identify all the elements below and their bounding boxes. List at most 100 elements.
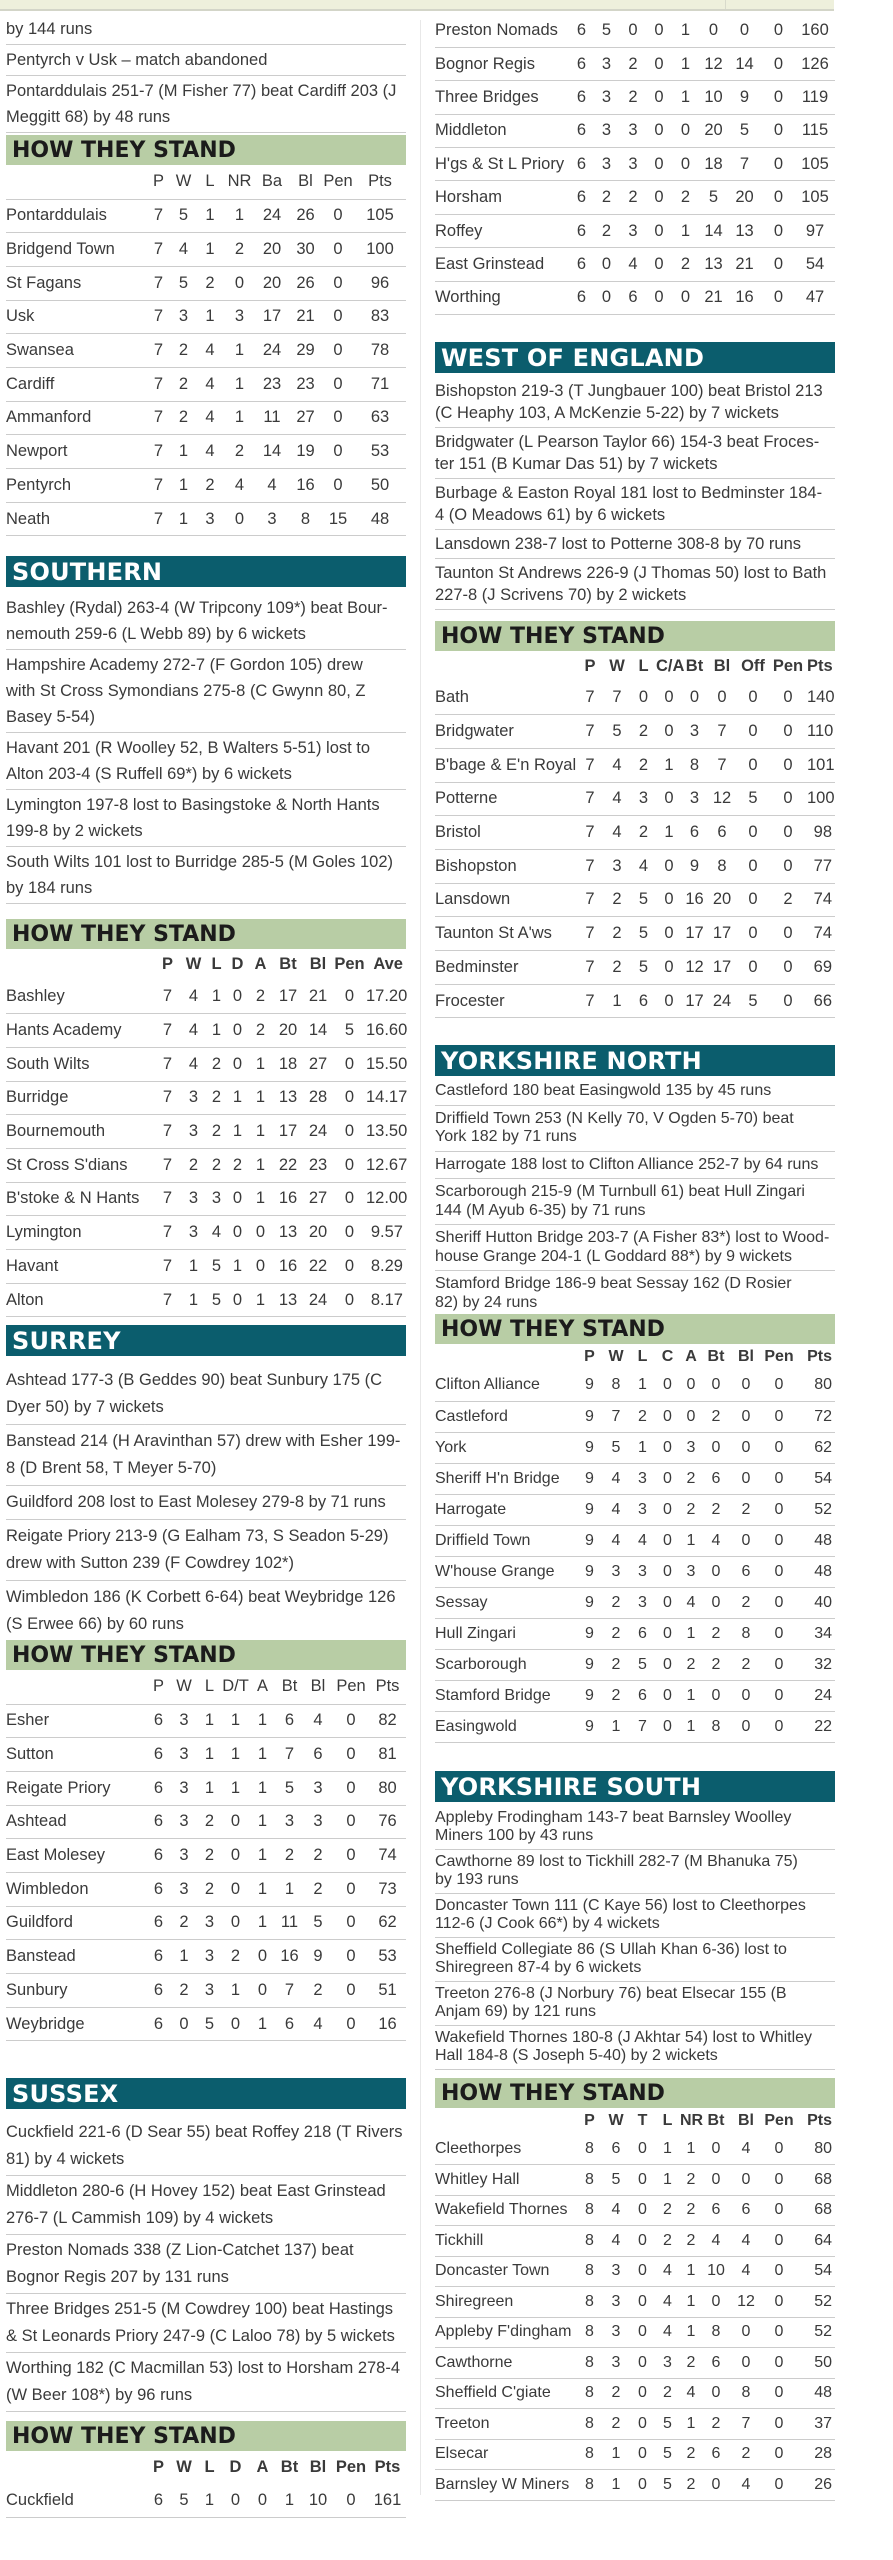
result-text-line: Scarborough 215-9 (M Turnbull 61) beat H… [435, 1183, 805, 1200]
stat-cell: 53 [369, 1939, 406, 1974]
stat-cell: 1 [248, 1283, 273, 1318]
stat-cell: 52 [796, 2317, 835, 2348]
result-item: Wimbledon 186 (K Corbett 6-64) beat Weyb… [6, 1581, 406, 1642]
standings-table: Preston Nomads 6 5 0 0 1 0 0 0 160 Bognor Regis 6 3 2… [435, 14, 835, 316]
stat-cell: 5 [171, 199, 196, 234]
stat-cell: 0 [762, 2225, 796, 2257]
stat-cell: 2 [206, 1148, 227, 1183]
stat-cell: 74 [807, 883, 835, 918]
stat-cell: 3 [630, 1494, 655, 1526]
table-row: B'bage & E'n Royal 7 4 2 1 8 7 0 0 101 [435, 748, 835, 783]
table-row: South Wilts 7 4 2 0 1 18 27 0 15.50 [6, 1047, 407, 1082]
table-row: Doncaster Town 8 3 0 4 1 10 4 0 54 [435, 2256, 835, 2287]
stat-cell: 0 [655, 1494, 680, 1526]
table-row: Bishopston 7 3 4 0 9 8 0 0 77 [435, 849, 835, 884]
table-row: Banstead 6 1 3 2 0 16 9 0 53 [6, 1939, 406, 1974]
result-text-line: Three Bridges 251-5 (M Cowdrey 100) beat… [6, 2300, 394, 2318]
stat-cell: 76 [369, 1805, 406, 1840]
stat-cell: 2 [206, 1081, 227, 1116]
stat-cell: 5 [594, 14, 619, 48]
stat-cell: 7 [146, 434, 171, 469]
table-row: Pentyrch 7 1 2 4 4 16 0 50 [6, 468, 406, 503]
stat-cell: 0 [737, 883, 769, 918]
stat-cell: 9 [682, 849, 707, 884]
stat-cell: 0 [322, 468, 354, 503]
stat-cell: 1 [276, 1872, 303, 1907]
column-header-l: L [662, 2112, 673, 2129]
stat-cell: 0 [224, 502, 255, 537]
stat-cell: 24 [255, 199, 289, 234]
stat-cell: 6 [569, 281, 594, 316]
stat-cell: 0 [769, 984, 807, 1019]
stat-cell: 1 [249, 1704, 276, 1739]
stat-cell: 1 [227, 1249, 248, 1284]
stat-cell: 73 [369, 1872, 406, 1907]
stat-cell: 2 [197, 1805, 222, 1840]
stat-cell: 0 [730, 2347, 762, 2379]
stat-cell: 6 [146, 2484, 171, 2519]
team-name: B'bage & E'n Royal [435, 748, 577, 783]
column-header-c: C [661, 1348, 674, 1365]
result-item: Scarborough 215-9 (M Turnbull 61) beat H… [435, 1179, 835, 1225]
stat-cell: 0 [333, 1771, 369, 1806]
result-item: Burbage & Easton Royal 181 lost to Bedmi… [435, 479, 835, 530]
team-name: Cleethorpes [435, 2134, 577, 2165]
stat-cell: 0 [737, 815, 769, 850]
column-header-nr: NR [224, 165, 255, 200]
team-name: Bristol [435, 815, 577, 850]
column-header-d: D [229, 2458, 242, 2476]
column-header-bl: Bl [303, 1670, 333, 1705]
stat-cell: 4 [603, 782, 631, 817]
stat-cell: 3 [602, 2256, 630, 2287]
stat-cell: 0 [647, 14, 671, 48]
team-name: Potterne [435, 782, 577, 817]
result-text-line: Middleton 280-6 (H Hovey 152) beat East … [6, 2182, 386, 2200]
stat-cell: 12.00 [366, 1182, 407, 1217]
stat-cell: 0 [702, 1587, 730, 1619]
stat-cell: 3 [603, 849, 631, 884]
stat-cell: 7 [146, 468, 171, 503]
table-row: York 9 5 1 0 3 0 0 0 62 [435, 1432, 835, 1464]
table-row: Hants Academy 7 4 1 0 2 20 14 5 16.60 [6, 1013, 407, 1048]
team-name: Treeton [435, 2408, 577, 2440]
team-name: Castleford [435, 1401, 577, 1433]
stat-cell: 17 [273, 980, 303, 1015]
table-row: Reigate Priory 6 3 1 1 1 5 3 0 80 [6, 1771, 406, 1806]
stat-cell: 52 [796, 2286, 835, 2318]
stat-cell: 1 [224, 333, 255, 368]
stat-cell: 4 [303, 1704, 333, 1739]
column-header-pts: Pts [374, 2458, 401, 2476]
stat-cell: 2 [603, 883, 631, 918]
stat-cell: 9.57 [366, 1215, 406, 1250]
team-name: Taunton St A'ws [435, 916, 577, 951]
result-text-line: Sheffield Collegiate 86 (S Ullah Khan 6-… [435, 1941, 787, 1958]
result-item: Doncaster Town 111 (C Kaye 56) lost to C… [435, 1894, 835, 1938]
result-item: Bishopston 219-3 (T Jungbauer 100) beat … [435, 377, 835, 428]
team-name: St Fagans [6, 266, 146, 301]
stat-cell: 1 [680, 1525, 702, 1557]
stat-cell: 5 [737, 984, 769, 1019]
stat-cell: 0 [630, 2408, 655, 2440]
stat-cell: 3 [619, 214, 647, 249]
stat-cell: 4 [730, 2225, 762, 2257]
stat-cell: 2 [206, 1114, 227, 1149]
stat-cell: 1 [227, 1081, 248, 1116]
stat-cell: 5 [206, 1283, 227, 1318]
stat-cell: 6 [146, 1872, 171, 1907]
team-name: Tickhill [435, 2225, 577, 2257]
stat-cell: 2 [224, 434, 255, 469]
stat-cell: 2 [702, 1401, 730, 1433]
result-text-line: Bashley (Rydal) 263-4 (W Tripcony 109*) … [6, 599, 388, 617]
stat-cell: 0 [656, 916, 682, 951]
stat-cell: 0 [630, 2195, 655, 2226]
stat-cell: 0 [762, 1401, 796, 1433]
stat-cell: 0 [656, 950, 682, 985]
team-name: Horsham [435, 180, 569, 215]
stat-cell: 0 [322, 266, 354, 301]
stat-cell: 3 [196, 502, 224, 537]
column-header-l: L [204, 2458, 215, 2476]
stat-cell: 2 [631, 714, 656, 749]
stat-cell: 4 [303, 2007, 333, 2042]
stat-cell: 4 [603, 748, 631, 783]
stat-cell: 24 [303, 1283, 333, 1318]
